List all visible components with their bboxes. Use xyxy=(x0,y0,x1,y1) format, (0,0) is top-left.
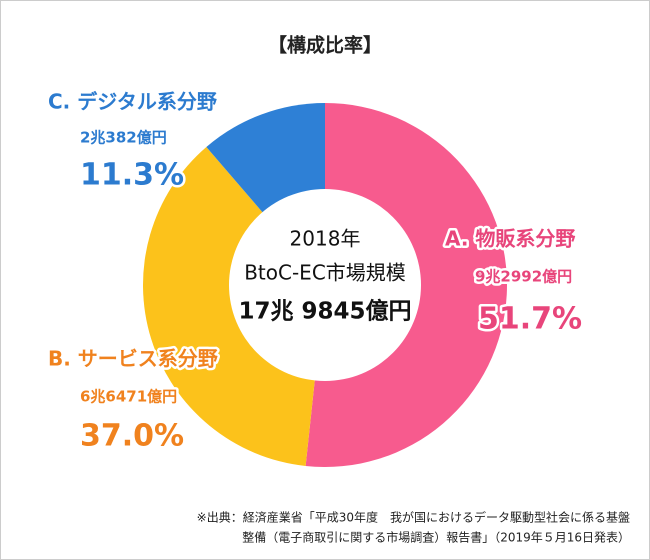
chart-title: 【構成比率】 xyxy=(268,34,382,57)
category-label: A. 物販系分野 xyxy=(445,227,575,251)
footnote: ※出典：経済産業省「平成30年度 我が国におけるデータ駆動型社会に係る基盤 xyxy=(197,510,630,525)
amount-label: 6兆6471億円 xyxy=(80,388,177,406)
value-label: 51.7% xyxy=(478,302,582,337)
amount-label: 2兆382億円 xyxy=(80,129,167,147)
footnote: 整備（電子商取引に関する市場調査）報告書」（2019年５月16日発表） xyxy=(242,530,630,545)
center-text: BtoC-EC市場規模 xyxy=(244,261,406,285)
category-label: C. デジタル系分野 xyxy=(48,90,217,114)
value-label: 11.3% xyxy=(80,158,184,193)
amount-label: 9兆2992億円 xyxy=(475,268,572,286)
center-text: 2018年 xyxy=(290,227,361,251)
donut-hole xyxy=(229,189,421,381)
value-label: 37.0% xyxy=(80,419,184,454)
center-text: 17兆 9845億円 xyxy=(238,298,411,325)
category-label: B. サービス系分野 xyxy=(48,347,218,371)
